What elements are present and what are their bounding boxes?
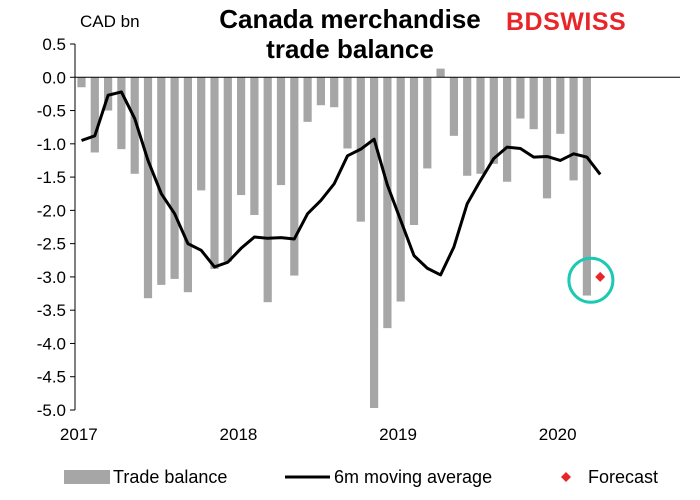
legend-label-forecast: Forecast <box>588 467 658 487</box>
trade-balance-bar <box>476 77 485 174</box>
trade-balance-bar <box>409 77 419 226</box>
trade-balance-bar <box>170 77 179 279</box>
highlight-circle <box>567 256 615 304</box>
trade-balance-bar <box>582 77 591 296</box>
trade-balance-bar <box>237 77 246 196</box>
trade-balance-bar <box>117 77 126 150</box>
legend-label-line: 6m moving average <box>334 467 492 487</box>
trade-balance-bar <box>330 77 339 108</box>
x-tick-label: 2017 <box>60 425 98 444</box>
moving-average-line <box>81 90 602 277</box>
trade-balance-bar <box>370 77 379 409</box>
y-tick-label: -4.5 <box>37 368 66 387</box>
trade-balance-bar <box>503 77 512 182</box>
x-tick-label: 2018 <box>220 425 258 444</box>
trade-balance-bar <box>183 77 192 293</box>
legend-swatch-forecast <box>561 472 571 482</box>
y-axis: 0.5 0.0 -0.5 -1.0 -1.5 -2.0 -2.5 -3.0 -3.5 -4.0 -4… <box>37 35 76 420</box>
title-line-2: trade balance <box>266 34 434 64</box>
brand-part-1: BD <box>506 8 544 36</box>
legend: Trade balance 6m moving average Forecast <box>64 467 658 487</box>
legend-swatch-bars <box>64 470 110 484</box>
trade-balance-bar <box>542 77 552 199</box>
trade-balance-bar <box>197 77 206 191</box>
y-tick-label: -3.5 <box>37 301 66 320</box>
trade-balance-bar <box>449 77 458 136</box>
trade-balance-bar <box>90 77 99 153</box>
trade-balance-bar <box>276 77 286 186</box>
trade-balance-bar <box>529 77 538 130</box>
trade-balance-bar <box>383 77 392 329</box>
brand-logo: BDSWISS <box>506 8 626 37</box>
trade-balance-bar <box>250 77 259 216</box>
y-tick-label: -2.0 <box>37 201 66 220</box>
trade-balance-bar <box>316 77 325 106</box>
y-tick-label: -0.5 <box>37 102 66 121</box>
trade-balance-bar <box>210 77 219 269</box>
trade-balance-bar <box>463 77 472 176</box>
y-tick-label: -5.0 <box>37 401 66 420</box>
trade-balance-bar <box>436 68 445 78</box>
trade-balance-bar <box>423 77 432 169</box>
trade-balance-bar <box>569 77 578 181</box>
forecast-point <box>595 271 606 282</box>
title-line-1: Canada merchandise <box>219 4 481 34</box>
trade-balance-bar <box>556 77 565 134</box>
trade-balance-bar <box>290 77 299 276</box>
trade-balance-bar <box>77 77 86 88</box>
trade-balance-bar <box>396 77 405 302</box>
legend-label-bars: Trade balance <box>113 467 227 487</box>
trade-balance-bar <box>303 77 312 122</box>
trade-balance-bar <box>130 77 139 174</box>
bar-series <box>77 68 591 409</box>
trade-balance-bar <box>343 77 352 149</box>
y-tick-label: -1.5 <box>37 168 66 187</box>
x-axis: 2017 2018 2019 2020 <box>60 76 680 444</box>
y-tick-label: -2.5 <box>37 235 66 254</box>
x-tick-label: 2020 <box>539 425 577 444</box>
brand-part-2: SWISS <box>543 8 627 36</box>
y-tick-label: -1.0 <box>37 135 66 154</box>
chart-title: Canada merchandise trade balance <box>0 4 700 64</box>
trade-balance-bar <box>223 77 232 262</box>
y-axis-unit-label: CAD bn <box>80 12 140 31</box>
forecast-series <box>595 271 606 282</box>
y-tick-label: -4.0 <box>37 334 66 353</box>
trade-balance-bar <box>143 77 153 299</box>
y-tick-label: -3.0 <box>37 268 66 287</box>
trade-balance-bar <box>157 77 166 285</box>
trade-balance-bar <box>516 77 525 119</box>
y-tick-label: 0.5 <box>42 35 66 54</box>
trade-balance-bar <box>489 77 498 164</box>
trade-balance-bar <box>263 77 272 303</box>
x-tick-label: 2019 <box>379 425 417 444</box>
y-tick-label: 0.0 <box>42 68 66 87</box>
